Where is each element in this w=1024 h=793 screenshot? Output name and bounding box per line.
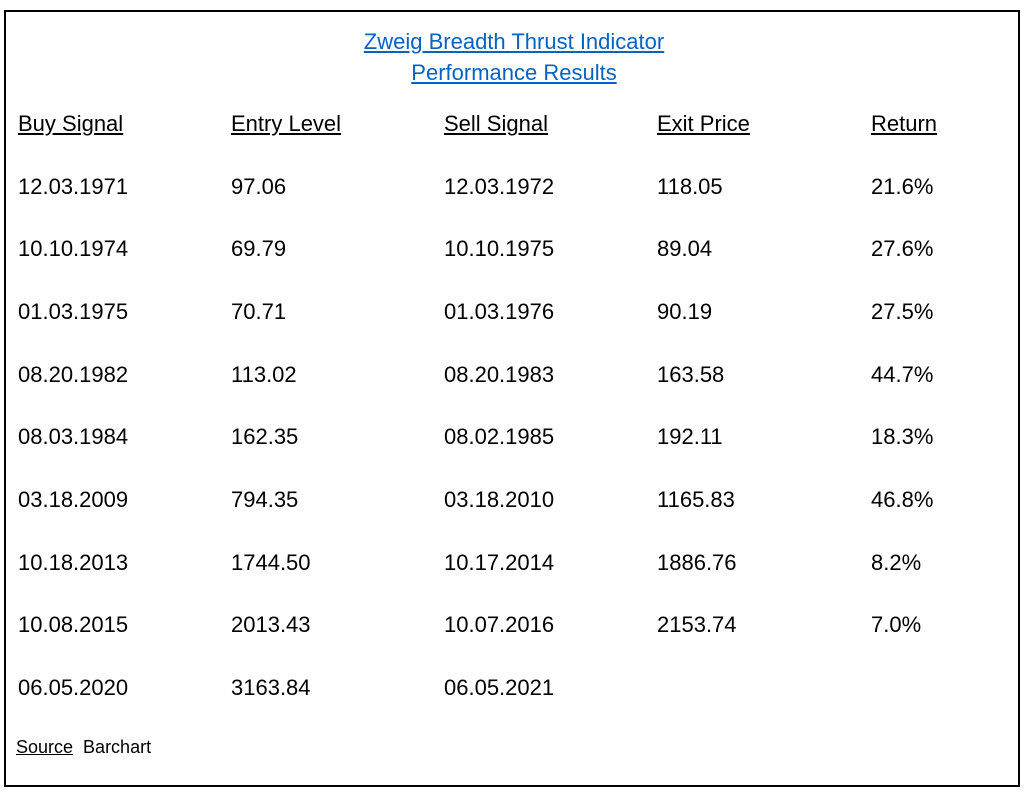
cell-exit-price: 89.04	[657, 236, 713, 261]
cell-entry-level: 794.35	[231, 487, 299, 512]
cell-entry-level: 3163.84	[231, 675, 311, 700]
cell-sell-signal: 08.20.1983	[444, 362, 555, 387]
cell-exit-price: 90.19	[657, 299, 713, 324]
cell-return: 46.8%	[871, 487, 934, 512]
source-note: Source Barchart	[16, 736, 151, 758]
cell-sell-signal: 08.02.1985	[444, 424, 555, 449]
cell-exit-price: 1165.83	[657, 487, 735, 512]
header-exit-price: Exit Price	[657, 111, 750, 136]
cell-exit-price: 1886.76	[657, 550, 737, 575]
cell-exit-price: 163.58	[657, 362, 725, 387]
cell-sell-signal: 01.03.1976	[444, 299, 555, 324]
cell-return: 21.6%	[871, 174, 934, 199]
table-subtitle: Performance Results	[411, 60, 617, 85]
cell-entry-level: 113.02	[231, 362, 297, 387]
cell-entry-level: 70.71	[231, 299, 287, 324]
cell-buy-signal: 10.10.1974	[18, 236, 129, 261]
cell-sell-signal: 10.07.2016	[444, 612, 555, 637]
header-return: Return	[871, 111, 938, 136]
cell-entry-level: 69.79	[231, 236, 287, 261]
results-table-frame: Zweig Breadth Thrust Indicator Performan…	[4, 10, 1020, 787]
cell-buy-signal: 06.05.2020	[18, 675, 129, 700]
source-label: Source	[16, 737, 74, 757]
cell-buy-signal: 01.03.1975	[18, 299, 129, 324]
cell-entry-level: 2013.43	[231, 612, 311, 637]
cell-entry-level: 162.35	[231, 424, 299, 449]
cell-return: 8.2%	[871, 550, 922, 575]
header-buy-signal: Buy Signal	[18, 111, 124, 136]
cell-return: 44.7%	[871, 362, 934, 387]
cell-buy-signal: 03.18.2009	[18, 487, 129, 512]
cell-buy-signal: 08.03.1984	[18, 424, 129, 449]
cell-buy-signal: 12.03.1971	[18, 174, 129, 199]
cell-sell-signal: 03.18.2010	[444, 487, 555, 512]
cell-sell-signal: 10.17.2014	[444, 550, 555, 575]
cell-entry-level: 97.06	[231, 174, 287, 199]
cell-return: 27.6%	[871, 236, 934, 261]
cell-entry-level: 1744.50	[231, 550, 311, 575]
cell-return: 18.3%	[871, 424, 934, 449]
cell-exit-price: 192.11	[657, 424, 723, 449]
header-entry-level: Entry Level	[231, 111, 342, 136]
cell-buy-signal: 08.20.1982	[18, 362, 129, 387]
cell-return: 7.0%	[871, 612, 922, 637]
cell-buy-signal: 10.18.2013	[18, 550, 129, 575]
cell-return: 27.5%	[871, 299, 934, 324]
source-value: Barchart	[83, 737, 152, 757]
cell-exit-price: 118.05	[657, 174, 723, 199]
cell-buy-signal: 10.08.2015	[18, 612, 129, 637]
header-sell-signal: Sell Signal	[444, 111, 548, 136]
cell-sell-signal: 10.10.1975	[444, 236, 555, 261]
cell-sell-signal: 12.03.1972	[444, 174, 555, 199]
cell-sell-signal: 06.05.2021	[444, 675, 555, 700]
table-title: Zweig Breadth Thrust Indicator	[363, 29, 665, 54]
cell-exit-price: 2153.74	[657, 612, 737, 637]
